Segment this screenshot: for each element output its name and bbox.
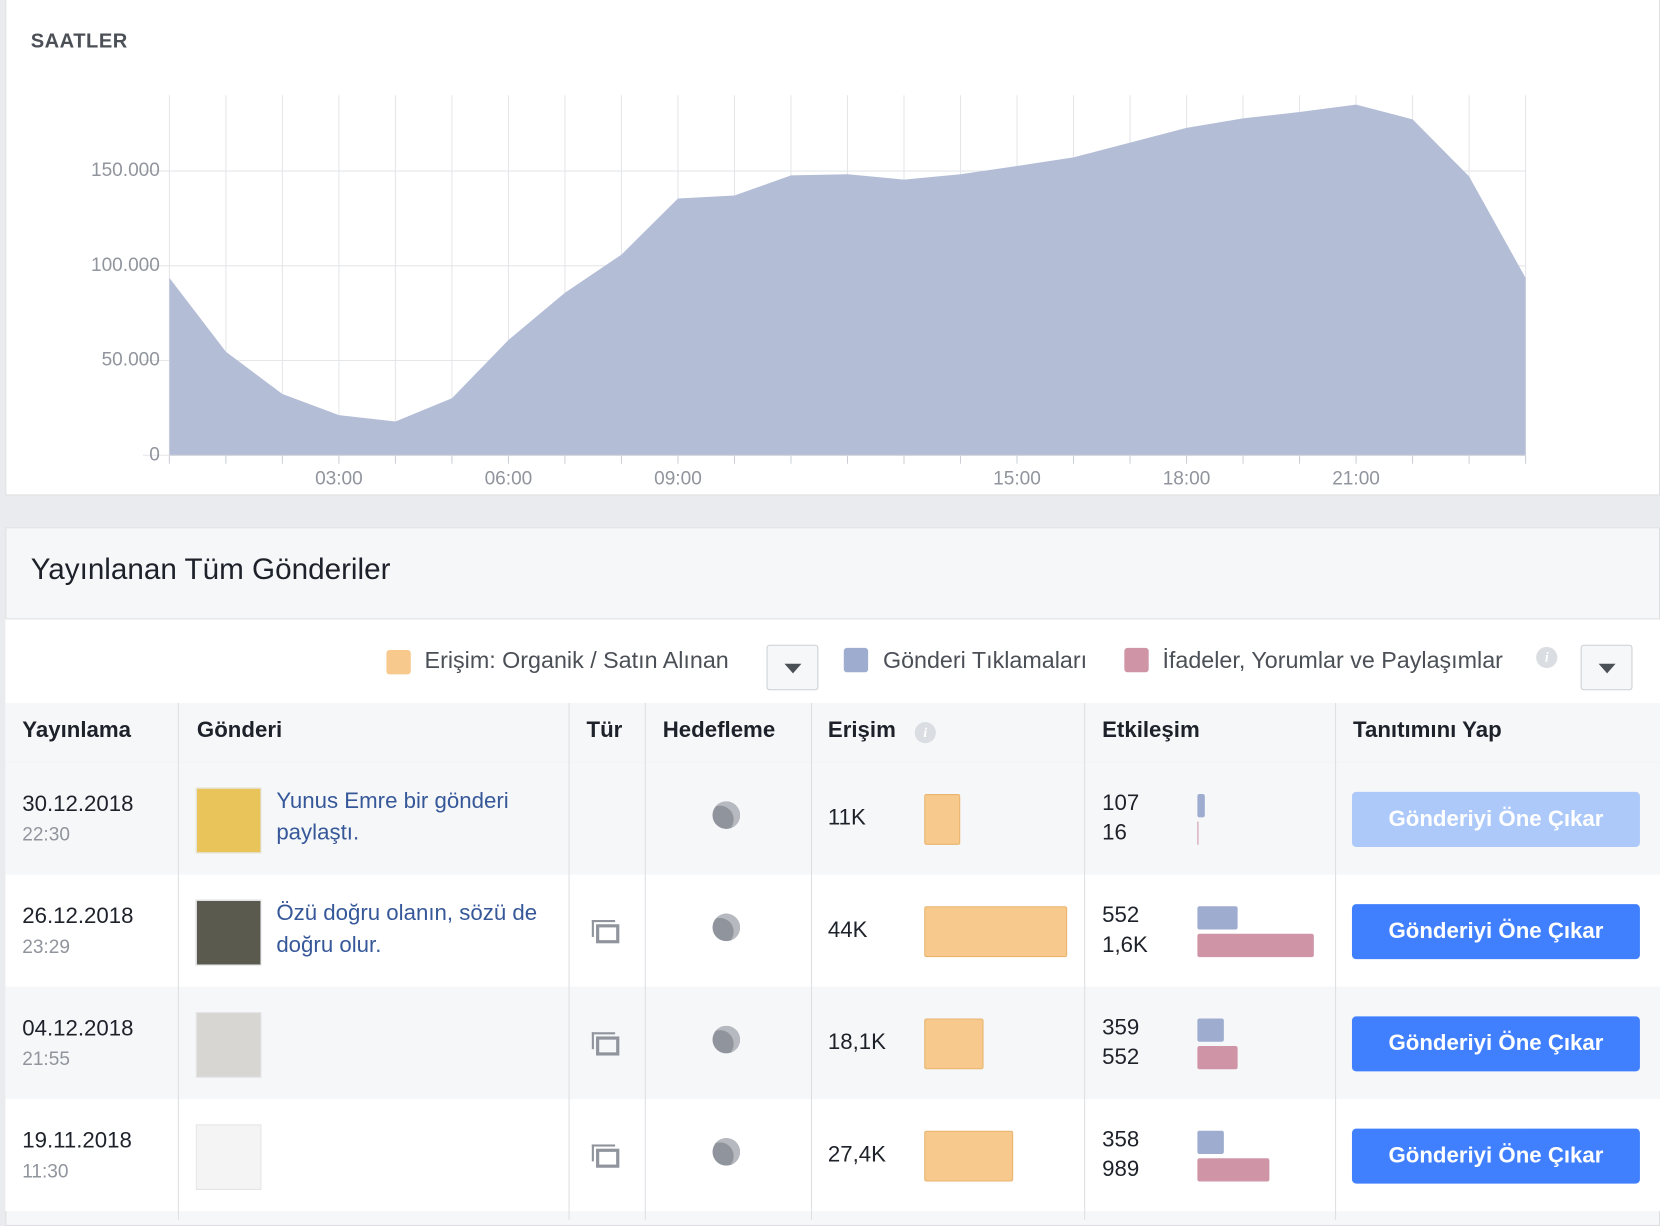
dropdown[interactable]	[766, 644, 819, 691]
thumbnail	[195, 787, 262, 854]
album-icon	[591, 1032, 620, 1056]
interactions-label: 989	[1102, 1157, 1140, 1182]
post-date: 26.12.2018	[22, 904, 134, 929]
post-date: 04.12.2018	[22, 1016, 134, 1041]
post-text[interactable]: Özü doğru olanın, sözü de doğru olur.	[276, 900, 538, 958]
dropdown-arrow	[784, 663, 802, 674]
dropdown-arrow	[1598, 663, 1616, 674]
x-tick-label: 03:00	[315, 469, 363, 490]
post-date: 19.11.2018	[22, 1128, 132, 1153]
post-time: 11:30	[22, 1160, 69, 1182]
reach-bar	[924, 906, 1068, 958]
column-header: Hedefleme	[662, 717, 776, 743]
chart-title: SAATLER	[31, 31, 128, 53]
column-header: Tanıtımını Yap	[1353, 717, 1502, 743]
column-separator	[1335, 702, 1337, 1220]
album-front	[596, 1148, 620, 1168]
clicks-bar	[1197, 794, 1206, 818]
boost-button[interactable]: Gönderiyi Öne Çıkar	[1351, 1016, 1640, 1072]
post-time: 22:30	[22, 823, 70, 845]
clicks-label: 107	[1102, 790, 1140, 816]
column-separator	[177, 702, 179, 1220]
clicks-label: 359	[1102, 1015, 1140, 1040]
interactions-bar	[1197, 1158, 1270, 1182]
posts-table: Yayınlama Gönderi Tür Hedefleme Erişim Etkile…	[5, 702, 1660, 1220]
y-tick-label: 100.000	[91, 255, 160, 276]
interactions-bar	[1197, 933, 1314, 958]
interactions-bar	[1197, 821, 1199, 845]
x-tick-label: 09:00	[654, 469, 702, 490]
reach-label: 11K	[827, 805, 866, 831]
thumbnail	[195, 1012, 262, 1078]
album-icon	[591, 920, 620, 944]
column-header: Etkileşim	[1102, 717, 1200, 743]
interactions-label: 552	[1102, 1044, 1140, 1070]
reach-bar	[924, 794, 961, 845]
y-tick-label: 50.000	[102, 350, 160, 371]
reach-label: 44K	[827, 917, 868, 943]
album-back	[591, 1144, 616, 1162]
column-header: Tür	[586, 717, 623, 743]
clicks-label: 358	[1102, 1127, 1140, 1152]
interactions-bar	[1197, 1045, 1238, 1070]
clicks-bar	[1197, 1018, 1224, 1042]
globe-icon	[712, 1025, 741, 1054]
album-front	[596, 924, 620, 944]
legend-swatch	[1124, 647, 1149, 673]
clicks-label: 552	[1102, 903, 1140, 928]
album-back	[591, 920, 616, 937]
x-tick-label: 06:00	[485, 469, 533, 490]
column-header: Gönderi	[196, 717, 283, 743]
reach-bar	[924, 1018, 984, 1070]
post-text[interactable]: Yunus Emre bir gönderi paylaştı.	[276, 788, 509, 845]
globe-icon	[712, 913, 741, 942]
album-icon	[591, 1144, 620, 1168]
y-tick-label: 0	[149, 444, 160, 465]
info-icon: i	[914, 722, 936, 744]
area	[169, 104, 1526, 456]
legend-label: Erişim: Organik / Satın Alınan	[424, 646, 729, 674]
column-header: Yayınlama	[22, 717, 131, 743]
clicks-bar	[1197, 1130, 1224, 1154]
boost-button[interactable]: Gönderiyi Öne Çıkar	[1351, 1128, 1640, 1184]
column-separator	[1084, 702, 1086, 1220]
album-front	[596, 1036, 620, 1056]
x-tick-label: 21:00	[1332, 469, 1380, 490]
interactions-label: 16	[1102, 820, 1127, 845]
legend-swatch	[843, 647, 869, 673]
reach-label: 27,4K	[827, 1142, 887, 1167]
thumbnail	[195, 1124, 262, 1190]
post-time: 23:29	[22, 935, 70, 958]
boost-button[interactable]: Gönderiyi Öne Çıkar	[1351, 904, 1640, 960]
dropdown[interactable]	[1580, 644, 1633, 691]
reach-bar	[924, 1130, 1014, 1182]
boost-button: Gönderiyi Öne Çıkar	[1351, 791, 1640, 847]
legend-label: İfadeler, Yorumlar ve Paylaşımlar	[1162, 646, 1503, 674]
y-tick-label: 150.000	[91, 160, 160, 181]
chart: SAATLER 0 50.000 100.000 150.000 03:00 06:00 0…	[31, 31, 1527, 490]
info-icon: i	[1536, 646, 1558, 669]
reach-label: 18,1K	[827, 1030, 887, 1055]
globe-icon	[712, 801, 741, 829]
legend-label: Gönderi Tıklamaları	[882, 646, 1088, 674]
globe-icon	[712, 1138, 741, 1166]
thumbnail	[195, 899, 262, 966]
section-title: Yayınlanan Tüm Gönderiler	[30, 552, 391, 586]
album-back	[591, 1032, 616, 1050]
column-separator	[644, 702, 646, 1220]
column-separator	[568, 702, 570, 1220]
column-separator	[810, 702, 813, 1220]
column-header: Erişim	[827, 717, 896, 743]
clicks-bar	[1197, 906, 1238, 930]
x-tick-label: 18:00	[1163, 469, 1211, 490]
x-tick-label: 15:00	[993, 469, 1041, 490]
table-header	[5, 702, 1660, 764]
interactions-label: 1,6K	[1102, 932, 1148, 958]
post-date: 30.12.2018	[22, 791, 134, 817]
legend-swatch	[386, 650, 411, 675]
post-time: 21:55	[22, 1048, 70, 1070]
